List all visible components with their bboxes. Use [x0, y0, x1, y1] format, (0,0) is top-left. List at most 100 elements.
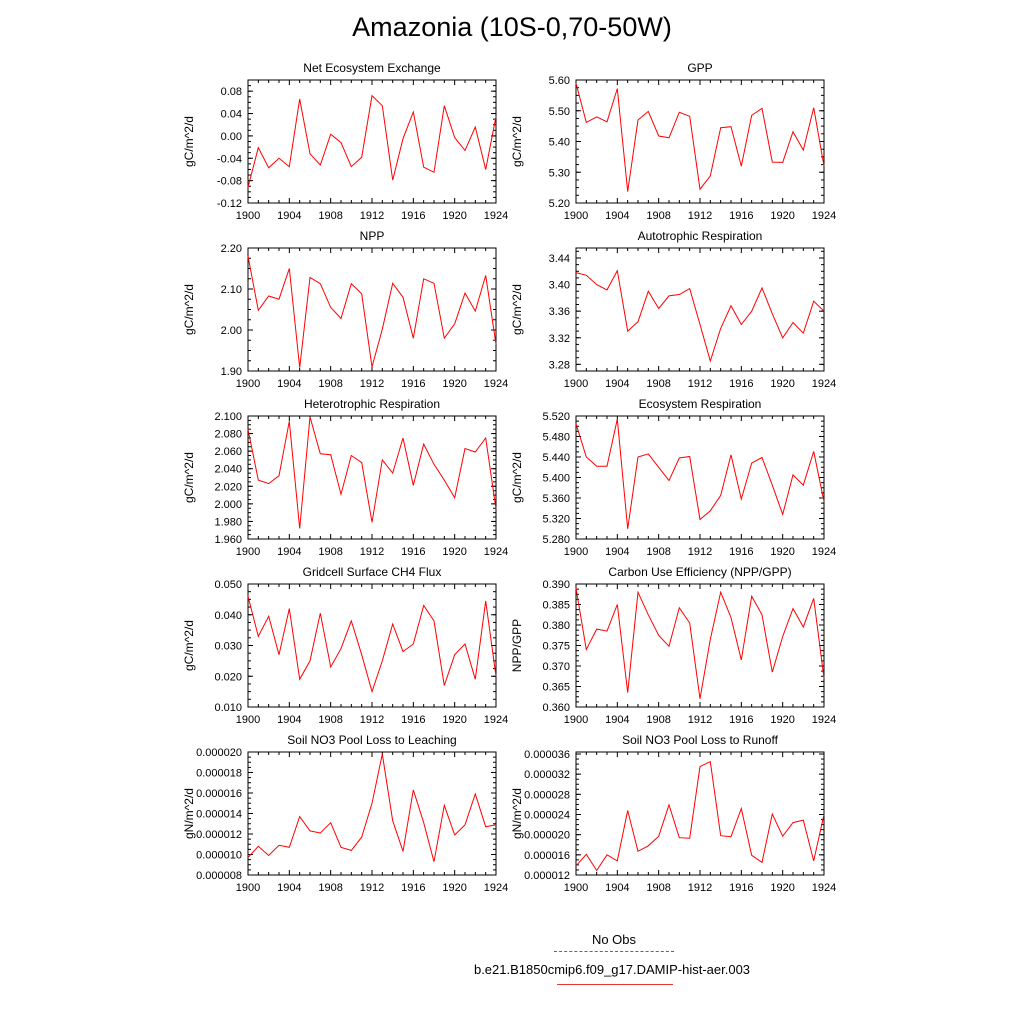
panel-title: Carbon Use Efficiency (NPP/GPP)	[608, 565, 791, 579]
panel-title: GPP	[687, 61, 712, 75]
y-tick-label: 0.000012	[524, 870, 570, 882]
panel-8: Carbon Use Efficiency (NPP/GPP) 1900 1904 1…	[510, 565, 836, 726]
y-tick-label: 2.20	[221, 243, 242, 255]
panel-5: Heterotrophic Respiration 1900 1904 1908 191…	[182, 397, 508, 558]
y-tick-label: 0.380	[542, 620, 570, 632]
x-tick-label: 1912	[688, 714, 712, 726]
y-tick-label: 5.30	[549, 167, 570, 179]
x-tick-label: 1920	[770, 546, 794, 558]
x-tick-label: 1904	[605, 210, 629, 222]
series-line	[575, 82, 825, 192]
y-tick-label: 5.20	[549, 198, 570, 210]
y-axis-label: gC/m^2/d	[510, 452, 524, 503]
series-line	[247, 256, 497, 368]
x-tick-label: 1900	[564, 882, 588, 894]
series-line	[575, 269, 825, 363]
panel-7: Gridcell Surface CH4 Flux 1900 1904 1908 191…	[182, 565, 508, 726]
y-tick-label: -0.04	[217, 153, 242, 165]
x-tick-label: 1900	[236, 378, 260, 390]
y-tick-label: 0.00	[221, 131, 242, 143]
series-line	[247, 753, 497, 862]
x-tick-label: 1900	[564, 714, 588, 726]
figure-title: Amazonia (10S-0,70-50W)	[352, 12, 672, 42]
y-tick-label: 0.000018	[196, 768, 242, 780]
y-tick-label: 2.00	[221, 325, 242, 337]
x-tick-label: 1904	[605, 714, 629, 726]
y-tick-label: 5.280	[542, 534, 570, 546]
x-tick-label: 1904	[605, 882, 629, 894]
y-axis-label: gC/m^2/d	[182, 452, 196, 503]
y-tick-label: 0.000032	[524, 769, 570, 781]
panel-3: NPP 1900 1904 1908 1912 1916 1920 1924 1.90 2.00 2…	[182, 229, 508, 390]
y-axis-label: NPP/GPP	[510, 619, 524, 672]
x-tick-label: 1916	[729, 378, 753, 390]
y-tick-label: 0.08	[221, 86, 242, 98]
y-tick-label: 0.000024	[524, 810, 570, 822]
panel-title: NPP	[360, 229, 385, 243]
y-tick-label: 0.000020	[524, 830, 570, 842]
y-axis-label: gC/m^2/d	[182, 620, 196, 671]
legend-line-model	[557, 984, 673, 985]
y-tick-label: 2.000	[214, 499, 242, 511]
x-tick-label: 1920	[770, 378, 794, 390]
x-tick-label: 1916	[729, 714, 753, 726]
plot-frame	[575, 583, 825, 708]
panel-title: Soil NO3 Pool Loss to Runoff	[622, 733, 779, 747]
y-tick-label: 0.000014	[196, 809, 242, 821]
y-tick-label: 3.28	[549, 359, 570, 371]
y-tick-label: 0.040	[214, 610, 242, 622]
y-tick-label: 0.000020	[196, 747, 242, 759]
series-line	[247, 94, 497, 188]
y-tick-label: 0.000016	[524, 850, 570, 862]
y-tick-label: 2.100	[214, 411, 242, 423]
x-tick-label: 1908	[646, 546, 670, 558]
x-tick-label: 1912	[688, 378, 712, 390]
y-tick-label: 0.030	[214, 641, 242, 653]
y-tick-label: 0.000036	[524, 749, 570, 761]
series-line	[575, 760, 825, 872]
y-tick-label: 0.360	[542, 702, 570, 714]
x-tick-label: 1908	[318, 546, 342, 558]
y-tick-label: 0.000010	[196, 850, 242, 862]
x-tick-label: 1912	[688, 210, 712, 222]
x-tick-label: 1900	[564, 210, 588, 222]
y-tick-label: 5.360	[542, 493, 570, 505]
x-tick-label: 1908	[318, 378, 342, 390]
x-tick-label: 1924	[812, 882, 836, 894]
y-tick-label: 2.040	[214, 464, 242, 476]
legend-label-model: b.e21.B1850cmip6.f09_g17.DAMIP-hist-aer.…	[473, 962, 751, 977]
x-tick-label: 1924	[484, 882, 508, 894]
x-tick-label: 1920	[770, 882, 794, 894]
y-tick-label: 3.36	[549, 306, 570, 318]
y-tick-label: 5.480	[542, 432, 570, 444]
x-tick-label: 1912	[360, 714, 384, 726]
x-tick-label: 1912	[360, 546, 384, 558]
y-tick-label: 0.000012	[196, 829, 242, 841]
y-axis-label: gN/m^2/d	[182, 788, 196, 839]
y-tick-label: 5.60	[549, 75, 570, 87]
x-tick-label: 1908	[318, 210, 342, 222]
y-tick-label: 2.020	[214, 481, 242, 493]
x-tick-label: 1920	[442, 714, 466, 726]
x-tick-label: 1900	[236, 882, 260, 894]
x-tick-label: 1924	[812, 210, 836, 222]
panel-10: Soil NO3 Pool Loss to Runoff 1900 1904 1908…	[510, 733, 836, 894]
x-tick-label: 1916	[729, 210, 753, 222]
y-tick-label: 3.32	[549, 333, 570, 345]
x-tick-label: 1904	[277, 714, 301, 726]
plot-frame	[247, 247, 497, 372]
y-tick-label: 5.400	[542, 473, 570, 485]
figure-title-block: Amazonia (10S-0,70-50W)	[0, 12, 1024, 43]
x-tick-label: 1908	[646, 210, 670, 222]
plot-frame	[575, 751, 825, 876]
x-tick-label: 1904	[277, 546, 301, 558]
x-tick-label: 1908	[646, 378, 670, 390]
legend-entry-model: b.e21.B1850cmip6.f09_g17.DAMIP-hist-aer.…	[412, 962, 812, 977]
x-tick-label: 1924	[812, 378, 836, 390]
y-tick-label: 0.375	[542, 641, 570, 653]
y-tick-label: 1.980	[214, 516, 242, 528]
x-tick-label: 1916	[729, 882, 753, 894]
y-tick-label: 0.020	[214, 671, 242, 683]
x-tick-label: 1916	[401, 714, 425, 726]
